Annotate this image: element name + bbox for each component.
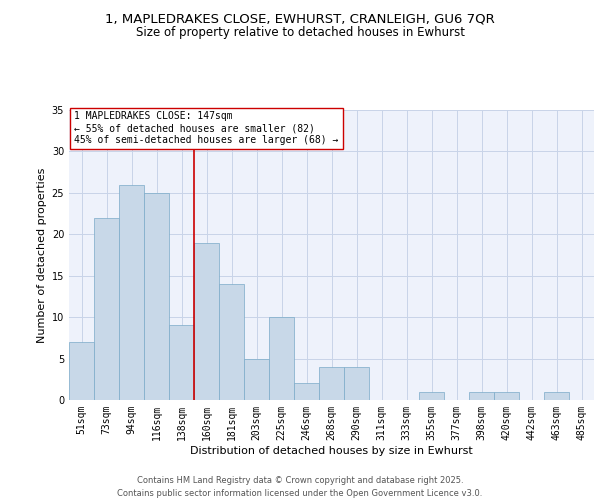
Bar xyxy=(419,392,444,400)
X-axis label: Distribution of detached houses by size in Ewhurst: Distribution of detached houses by size … xyxy=(190,446,473,456)
Bar xyxy=(94,218,119,400)
Bar xyxy=(544,392,569,400)
Text: 1, MAPLEDRAKES CLOSE, EWHURST, CRANLEIGH, GU6 7QR: 1, MAPLEDRAKES CLOSE, EWHURST, CRANLEIGH… xyxy=(105,12,495,26)
Bar xyxy=(294,384,319,400)
Bar xyxy=(344,367,369,400)
Text: Contains HM Land Registry data © Crown copyright and database right 2025.
Contai: Contains HM Land Registry data © Crown c… xyxy=(118,476,482,498)
Bar xyxy=(269,317,294,400)
Bar xyxy=(119,184,144,400)
Bar xyxy=(194,242,219,400)
Bar xyxy=(144,193,169,400)
Bar xyxy=(244,358,269,400)
Bar xyxy=(469,392,494,400)
Bar xyxy=(319,367,344,400)
Text: 1 MAPLEDRAKES CLOSE: 147sqm
← 55% of detached houses are smaller (82)
45% of sem: 1 MAPLEDRAKES CLOSE: 147sqm ← 55% of det… xyxy=(74,112,338,144)
Text: Size of property relative to detached houses in Ewhurst: Size of property relative to detached ho… xyxy=(136,26,464,39)
Bar xyxy=(169,326,194,400)
Y-axis label: Number of detached properties: Number of detached properties xyxy=(37,168,47,342)
Bar xyxy=(69,342,94,400)
Bar xyxy=(494,392,519,400)
Bar xyxy=(219,284,244,400)
